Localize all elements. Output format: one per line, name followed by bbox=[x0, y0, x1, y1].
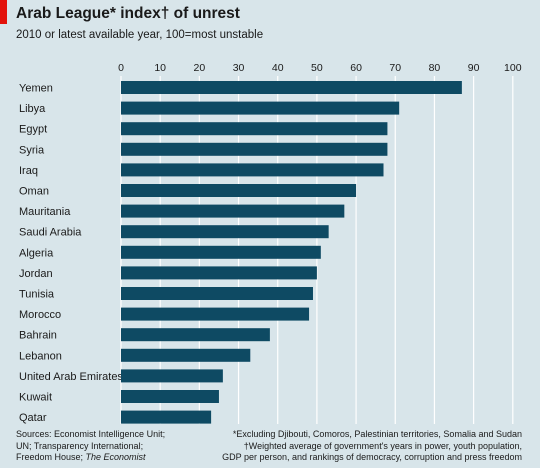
category-label: Jordan bbox=[19, 268, 53, 280]
accent-bar bbox=[0, 0, 7, 24]
category-label: Egypt bbox=[19, 124, 47, 136]
x-tick-label: 90 bbox=[468, 62, 480, 74]
x-tick-label: 20 bbox=[194, 62, 206, 74]
category-label: Morocco bbox=[19, 309, 61, 321]
bar bbox=[121, 369, 223, 383]
bar bbox=[121, 81, 462, 94]
bar bbox=[121, 122, 388, 136]
x-tick-label: 0 bbox=[118, 62, 124, 74]
x-tick-label: 10 bbox=[154, 62, 166, 74]
x-tick-label: 50 bbox=[311, 62, 323, 74]
bar bbox=[121, 225, 329, 239]
category-label: Oman bbox=[19, 186, 49, 198]
category-label: Tunisia bbox=[19, 289, 55, 301]
sources-line: Freedom House; The Economist bbox=[16, 452, 165, 464]
category-label: Lebanon bbox=[19, 350, 62, 362]
x-tick-label: 100 bbox=[504, 62, 522, 74]
footnotes: *Excluding Djibouti, Comoros, Palestinia… bbox=[222, 429, 522, 464]
bar bbox=[121, 287, 313, 300]
category-label: Algeria bbox=[19, 247, 54, 259]
bar bbox=[121, 204, 345, 218]
bar bbox=[121, 328, 270, 342]
category-label: Bahrain bbox=[19, 330, 57, 342]
chart-subtitle: 2010 or latest available year, 100=most … bbox=[16, 29, 264, 41]
category-label: Kuwait bbox=[19, 392, 52, 404]
category-label: Libya bbox=[19, 103, 46, 115]
category-label: Yemen bbox=[19, 83, 53, 95]
bar bbox=[121, 184, 357, 197]
sources-note: Sources: Economist Intelligence Unit; UN… bbox=[16, 429, 165, 464]
footnote-line: †Weighted average of government's years … bbox=[243, 440, 522, 451]
bar bbox=[121, 163, 384, 177]
bar bbox=[121, 410, 212, 424]
sources-line: Sources: Economist Intelligence Unit; bbox=[16, 429, 166, 439]
bar bbox=[121, 142, 388, 156]
chart-title: Arab League* index† of unrest bbox=[16, 5, 240, 22]
x-tick-label: 30 bbox=[233, 62, 245, 74]
category-label: Syria bbox=[19, 144, 45, 156]
category-labels: Yemen Libya Egypt Syria Iraq Oman Mauritania Sa… bbox=[19, 83, 123, 425]
sources-text: Freedom House; bbox=[16, 452, 86, 462]
category-label: Qatar bbox=[19, 412, 47, 424]
bars bbox=[121, 81, 462, 424]
x-tick-label: 80 bbox=[429, 62, 441, 74]
x-tick-label: 70 bbox=[389, 62, 401, 74]
bar bbox=[121, 307, 310, 321]
footnote-line: *Excluding Djibouti, Comoros, Palestinia… bbox=[232, 429, 522, 439]
category-label: United Arab Emirates bbox=[19, 371, 123, 383]
category-label: Saudi Arabia bbox=[19, 227, 82, 239]
x-tick-label: 60 bbox=[350, 62, 362, 74]
x-tick-label: 40 bbox=[272, 62, 284, 74]
x-tick-labels: 0 10 20 30 40 50 60 70 80 90 100 bbox=[118, 62, 522, 74]
bar bbox=[121, 390, 219, 403]
bar bbox=[121, 101, 400, 115]
category-label: Mauritania bbox=[19, 206, 71, 218]
category-label: Iraq bbox=[19, 165, 38, 177]
bar bbox=[121, 266, 317, 280]
bar bbox=[121, 245, 321, 259]
footnote-line: GDP per person, and rankings of democrac… bbox=[222, 452, 522, 462]
sources-line: UN; Transparency International; bbox=[16, 440, 144, 451]
sources-publication: The Economist bbox=[85, 452, 146, 462]
bar bbox=[121, 348, 251, 362]
